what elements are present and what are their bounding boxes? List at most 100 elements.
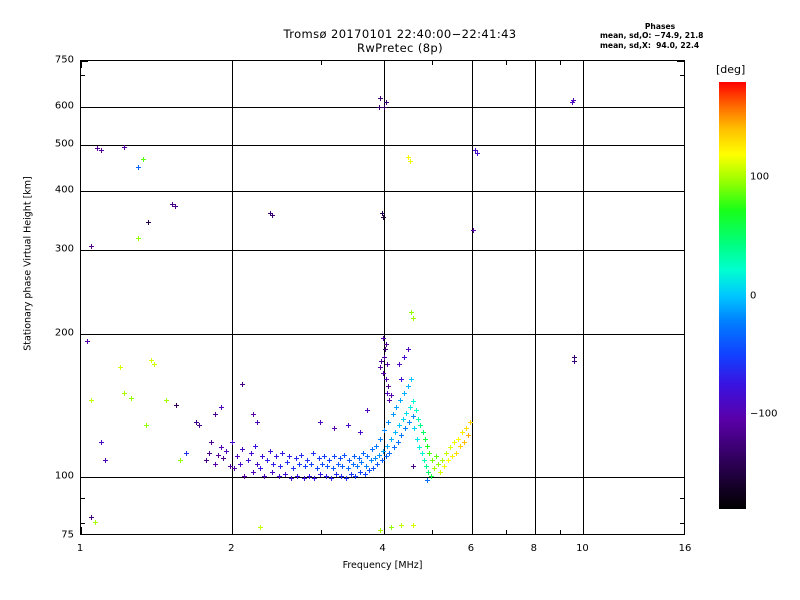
x-tick-major [583,527,585,534]
data-point [423,436,429,442]
data-point [218,404,224,410]
data-point [282,472,288,478]
x-tick-label: 8 [530,543,537,554]
y-tick-minor [81,498,85,500]
data-point [358,470,363,476]
data-point [426,470,432,476]
gridline-vertical [583,61,585,534]
stats-line-o: mean, sd,O: −74.9, 21.8 [600,31,704,41]
data-point [286,454,292,460]
data-point [383,454,389,460]
stats-line-x: mean, sd,X: 94.0, 22.4 [600,40,700,50]
data-point [391,445,397,451]
plot-area[interactable] [80,60,685,535]
data-point [370,466,376,472]
y-tick-label: 75 [61,529,74,541]
x-tick-minor [505,61,507,65]
y-tick-label: 400 [54,184,74,196]
data-point [140,156,146,162]
y-tick-major [677,333,684,335]
data-point [406,420,412,426]
data-point [250,470,256,476]
y-tick-minor [680,75,684,77]
data-point [280,450,286,456]
data-point [164,397,170,403]
x-tick-major [471,61,473,68]
x-tick-minor [320,61,322,65]
data-point [342,452,348,458]
data-point [379,458,385,464]
gridline-vertical [232,61,234,534]
data-point [252,443,258,449]
data-point [416,416,422,422]
x-tick-major [383,61,385,68]
data-point [570,97,576,103]
data-point [463,426,469,432]
data-point [301,476,307,482]
data-point [404,410,410,416]
data-point [411,398,417,404]
data-point [95,146,101,152]
data-point [326,458,332,464]
gridline-horizontal [81,107,684,109]
data-point [396,362,402,368]
data-point [412,426,418,432]
data-point [382,104,388,110]
data-point [314,466,320,472]
data-point [378,96,384,102]
x-tick-label: 16 [678,543,692,554]
data-point [382,428,388,434]
data-point [395,440,401,445]
data-point [231,466,237,472]
data-point [401,355,407,361]
data-point [429,458,435,464]
data-point [417,445,423,451]
data-point [288,476,294,482]
data-point [425,478,431,484]
data-point [427,450,433,456]
data-point [299,452,305,458]
data-point [258,466,264,472]
data-point [212,462,218,468]
data-point [318,420,324,426]
data-point [350,462,356,468]
data-point [409,377,415,383]
y-tick-major [677,144,684,146]
y-tick-major [677,107,684,109]
data-point [448,445,454,451]
x-tick-minor [505,530,507,534]
data-point [103,458,109,464]
y-tick-label: 500 [54,138,74,150]
data-point [407,159,413,165]
data-point [402,426,408,432]
data-point [278,464,284,470]
data-point [276,474,282,480]
data-point [383,100,389,106]
data-point [145,220,151,226]
data-point [378,528,384,534]
data-point [385,443,391,449]
data-canvas [81,61,684,534]
data-point [332,426,338,432]
y-tick-major [677,61,684,62]
data-point [321,454,327,460]
data-point [325,464,331,470]
data-point [204,458,210,464]
data-point [344,476,350,482]
data-point [409,309,415,315]
y-tick-label: 300 [54,243,74,255]
data-point [335,462,341,468]
data-point [267,448,273,454]
data-point [407,404,413,410]
data-point [385,390,391,396]
data-point [442,464,448,470]
x-tick-minor [432,530,434,534]
data-point [379,358,385,364]
data-point [99,147,105,153]
data-point [405,347,411,353]
data-point [218,445,224,451]
data-point [396,423,402,429]
y-tick-minor [680,522,684,524]
data-point [358,429,363,435]
data-point [450,454,456,460]
